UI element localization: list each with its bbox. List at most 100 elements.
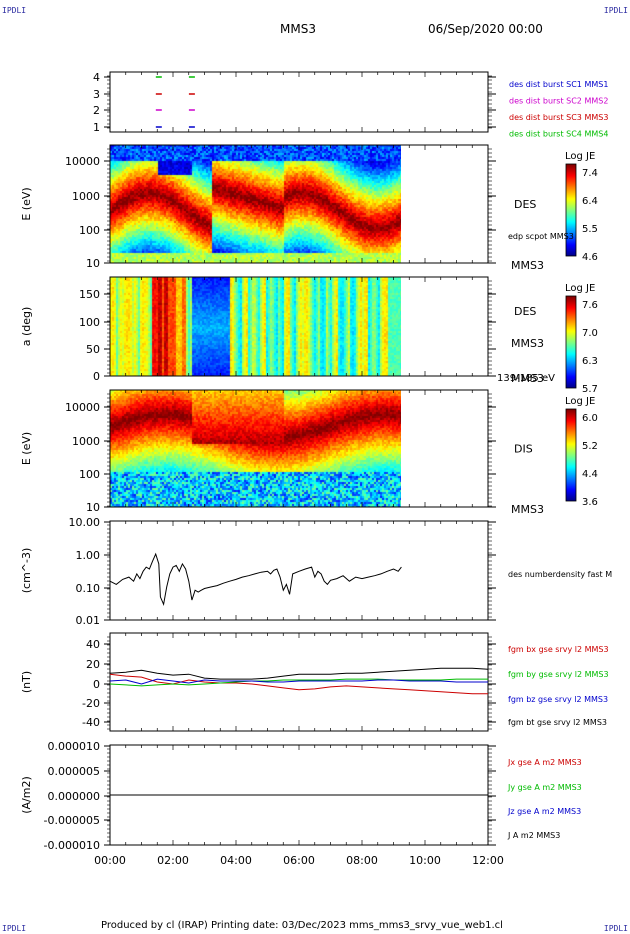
des_energy-colorbar-tick: 4.6 [582, 252, 598, 263]
magnetic-legend-entry: fgm bx gse srvy l2 MMS3 [508, 645, 609, 654]
des_pitch-instrument-label: DES [514, 305, 536, 318]
magnetic-legend-entry: fgm bz gse srvy l2 MMS3 [508, 695, 608, 704]
des_pitch-colorbar-tick: 7.0 [582, 328, 598, 339]
des_pitch-energy-label: 139-185 eV [497, 373, 555, 384]
current-legend-entry: Jz gse A m2 MMS3 [507, 807, 581, 816]
current-ytick-label: 0.000010 [48, 740, 101, 753]
dis_energy-instrument-label: DIS [514, 443, 533, 456]
des_pitch-ytick-label: 100 [79, 316, 100, 329]
time-tick-label: 04:00 [220, 854, 252, 867]
des_pitch-colorbar-tick: 5.7 [582, 384, 598, 395]
magnetic-frame [109, 632, 489, 732]
dis_energy-colorbar-title: Log JE [565, 396, 595, 407]
density-ytick-label: 10.00 [69, 516, 101, 529]
magnetic-legend-entry: fgm by gse srvy l2 MMS3 [508, 670, 609, 679]
current-ytick-label: -0.000005 [44, 814, 100, 827]
des_pitch-colorbar-title: Log JE [565, 283, 595, 294]
burst-ytick-label: 1 [93, 121, 100, 134]
burst-ytick-label: 2 [93, 104, 100, 117]
corner-mark-top-right: IPDLI [603, 6, 628, 15]
density-series-line [109, 552, 402, 607]
time-tick-label: 06:00 [283, 854, 315, 867]
des_pitch-spectrogram [110, 277, 401, 376]
magnetic-legend-entry: fgm bt gse srvy l2 MMS3 [508, 718, 607, 727]
burst-ytick-label: 4 [93, 71, 100, 84]
des_pitch-ytick-label: 150 [79, 288, 100, 301]
current-ytick-label: 0.000005 [48, 765, 101, 778]
density-ytick-label: 0.10 [76, 582, 101, 595]
des_energy-ytick-label: 10000 [65, 155, 100, 168]
des_energy-ylabel: E (eV) [20, 187, 33, 220]
magnetic-ytick-label: -40 [82, 716, 100, 729]
magnetic-ytick-label: 40 [86, 638, 100, 651]
dis_energy-ytick-label: 1000 [72, 435, 100, 448]
density-frame [109, 520, 489, 621]
magnetic-series-line [109, 667, 489, 680]
magnetic-series-line [109, 678, 488, 687]
des_energy-ytick-label: 100 [79, 224, 100, 237]
magnetic-ytick-label: 20 [86, 658, 100, 671]
des_pitch-colorbar-tick: 6.3 [582, 356, 598, 367]
spacecraft-title: MMS3 [280, 22, 316, 36]
dis_energy-ytick-label: 10 [86, 501, 100, 514]
density-ylabel: (cm^-3) [20, 548, 33, 594]
burst-legend-entry: des dist burst SC4 MMS4 [509, 130, 608, 139]
current-ytick-label: -0.000010 [44, 839, 100, 852]
time-tick-label: 00:00 [94, 854, 126, 867]
dis_energy-colorbar-tick: 6.0 [582, 413, 598, 424]
des_energy-ytick-label: 1000 [72, 190, 100, 203]
des_energy-ytick-label: 10 [86, 257, 100, 270]
corner-mark-bottom-left: IPDLI [2, 924, 27, 933]
current-legend-entry: Jy gse A m2 MMS3 [507, 783, 582, 792]
des_energy-colorbar-tick: 6.4 [582, 196, 598, 207]
des_pitch-colorbar [566, 296, 576, 388]
des_energy-instrument-label: DES [514, 198, 536, 211]
burst-legend-entry: des dist burst SC1 MMS1 [509, 80, 608, 89]
des_pitch-ytick-label: 50 [86, 343, 100, 356]
des_pitch-colorbar-frame [565, 295, 577, 389]
dis_energy-ytick-label: 100 [79, 468, 100, 481]
footer-credits: Produced by cl (IRAP) Printing date: 03/… [101, 920, 503, 931]
des_pitch-colorbar-tick: 7.6 [582, 300, 598, 311]
magnetic-series-line [109, 678, 488, 685]
des_energy-colorbar-tick: 7.4 [582, 168, 598, 179]
magnetic-ylabel: (nT) [20, 671, 33, 693]
dis_energy-spectrogram [110, 390, 401, 507]
density-ytick-label: 1.00 [76, 549, 101, 562]
magnetic-ytick-label: 0 [93, 678, 100, 691]
dis_energy-colorbar-tick: 4.4 [582, 469, 598, 480]
dis_energy-colorbar-frame [565, 408, 577, 502]
burst-legend-entry: des dist burst SC2 MMS2 [509, 97, 608, 106]
density-legend-entry: des numberdensity fast M [508, 570, 612, 579]
current-legend-entry: J A m2 MMS3 [507, 831, 560, 840]
time-tick-label: 12:00 [472, 854, 504, 867]
burst-legend-entry: des dist burst SC3 MMS3 [509, 113, 608, 122]
dis_energy-ytick-label: 10000 [65, 401, 100, 414]
des_energy-colorbar-tick: 5.5 [582, 224, 598, 235]
dis_energy-colorbar-tick: 3.6 [582, 497, 598, 508]
des_pitch-mms-label: MMS3 [511, 372, 544, 385]
current-ylabel: (A/m2) [20, 776, 33, 814]
des_energy-colorbar-frame [565, 163, 577, 257]
magnetic-ytick-label: -20 [82, 697, 100, 710]
des_pitch-ytick-label: 0 [93, 370, 100, 383]
des_energy-colorbar-title: Log JE [565, 151, 595, 162]
burst-frame [109, 71, 489, 133]
time-tick-label: 08:00 [346, 854, 378, 867]
des-pitch-mms-label-mid: MMS3 [511, 337, 544, 350]
dis_energy-mms-label: MMS3 [511, 503, 544, 516]
current-ytick-label: 0.000000 [48, 790, 101, 803]
corner-mark-bottom-right: IPDLI [603, 924, 628, 933]
des_energy-extra-label: edp scpot MMS3 [508, 232, 574, 241]
density-ytick-label: 0.01 [76, 614, 101, 627]
des_pitch-ylabel: a (deg) [20, 307, 33, 347]
des_energy-colorbar [566, 164, 576, 256]
spectrogram-layer [110, 145, 576, 507]
dis_energy-colorbar [566, 409, 576, 501]
des_energy-mms-label: MMS3 [511, 259, 544, 272]
corner-mark-top-left: IPDLI [2, 6, 27, 15]
plot-date: 06/Sep/2020 00:00 [428, 22, 543, 36]
current-legend-entry: Jx gse A m2 MMS3 [507, 758, 582, 767]
